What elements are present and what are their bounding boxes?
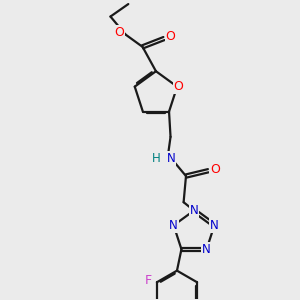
Text: N: N	[190, 204, 198, 217]
Text: O: O	[174, 80, 184, 93]
Text: N: N	[202, 243, 211, 256]
Text: N: N	[210, 219, 219, 232]
Text: O: O	[210, 163, 220, 176]
Text: N: N	[167, 152, 176, 165]
Text: F: F	[145, 274, 152, 287]
Text: O: O	[114, 26, 124, 38]
Text: H: H	[152, 152, 161, 165]
Text: O: O	[166, 30, 176, 43]
Text: N: N	[169, 219, 178, 232]
